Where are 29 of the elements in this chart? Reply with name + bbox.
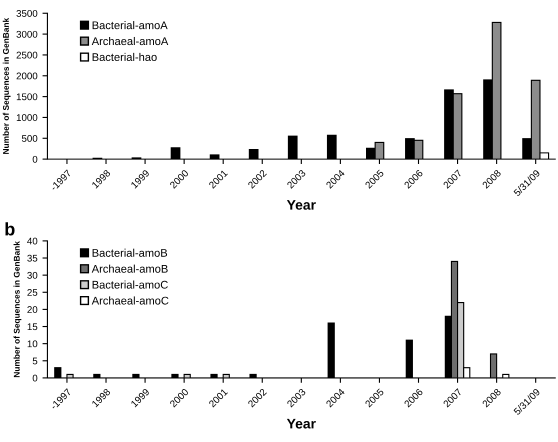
y-tick-label: 30 — [27, 272, 38, 279]
legend-label: Bacterial-hao — [92, 52, 157, 62]
y-tick-label: 15 — [28, 323, 38, 330]
y-tick-label: 20 — [27, 306, 38, 314]
y-tick-label: 5 — [32, 358, 38, 364]
y-tick-label: 3500 — [16, 10, 38, 17]
y-tick-label: 2500 — [16, 52, 38, 59]
legend-label: Archaeal-amoC — [92, 296, 168, 305]
y-tick-label: 25 — [27, 289, 38, 296]
y-tick-label: 40 — [27, 238, 38, 245]
x-axis-title: Year — [286, 418, 316, 429]
y-tick-label: 1000 — [16, 114, 38, 122]
legend-label: Bacterial-amoA — [92, 21, 168, 30]
y-tick-label: 35 — [27, 254, 38, 262]
y-tick-label: 0 — [32, 156, 38, 163]
y-tick-label: 3000 — [16, 30, 38, 38]
y-tick-label: 10 — [28, 340, 38, 348]
legend-label: Archaeal-amoA — [92, 36, 168, 46]
y-tick-label: 1500 — [16, 93, 38, 100]
legend-label: Bacterial-amoC — [92, 280, 168, 289]
legend-label: Bacterial-amoB — [92, 248, 168, 257]
y-tick-label: 2000 — [16, 72, 38, 80]
y-tick-label: 0 — [32, 374, 38, 382]
y-tick-label: 500 — [22, 135, 38, 142]
y-axis-title: Number of Sequences in GenBank — [2, 18, 11, 154]
x-axis-title: Year — [286, 200, 316, 210]
y-axis-title: Number of Sequences in GenBank — [14, 241, 22, 378]
legend-label: Archaeal-amoB — [92, 264, 168, 273]
chart-title: b — [5, 222, 15, 236]
